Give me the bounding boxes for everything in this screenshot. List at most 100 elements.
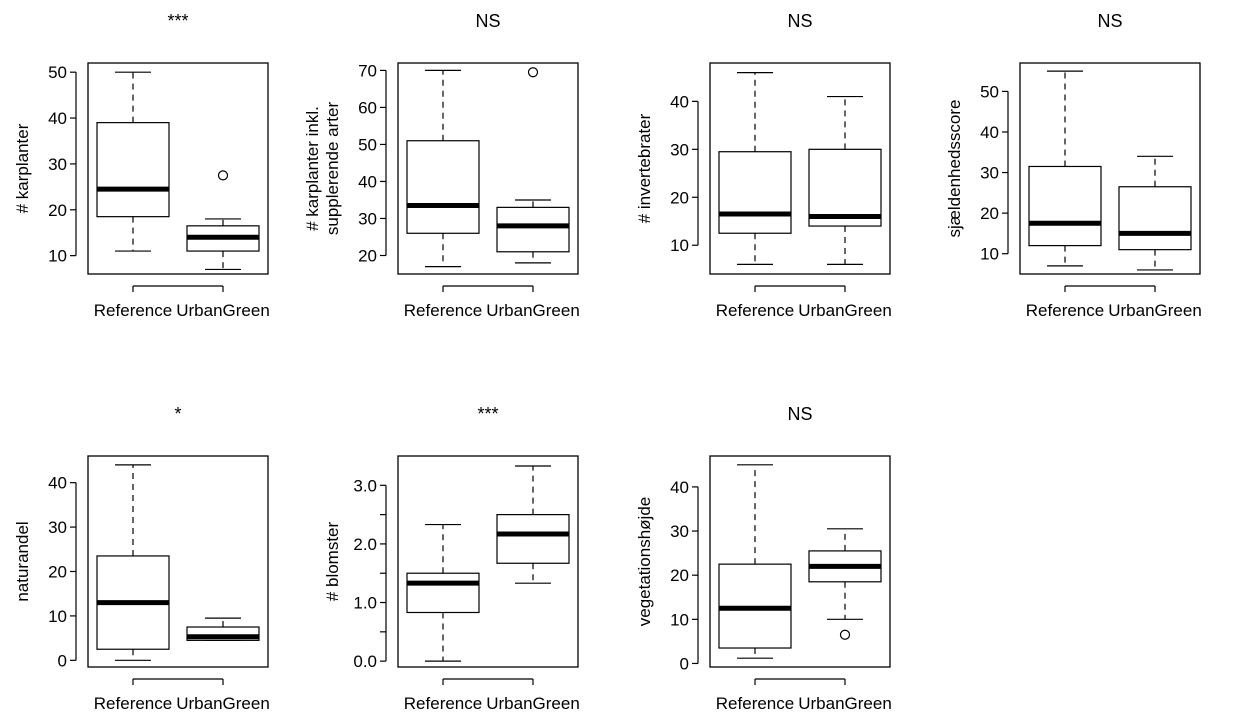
- y-tick-label: 2.0: [353, 535, 377, 554]
- x-category-label: Reference: [94, 694, 172, 713]
- box-reference: [96, 464, 170, 661]
- plot-frame: [87, 62, 269, 275]
- chart-panel-3: NS 10 20 30 40 # invertebrater Reference UrbanG…: [635, 11, 892, 320]
- x-category-label: UrbanGreen: [798, 694, 892, 713]
- x-category-label: Reference: [94, 301, 172, 320]
- y-tick-label: 10: [670, 610, 689, 629]
- iqr-box: [96, 122, 170, 218]
- chart-title: NS: [1097, 11, 1122, 31]
- y-tick-label: 10: [48, 607, 67, 626]
- x-category-label: Reference: [404, 694, 482, 713]
- x-category-label: Reference: [404, 301, 482, 320]
- y-tick-label: 40: [670, 92, 689, 111]
- y-tick-label: 30: [670, 522, 689, 541]
- box-reference: [96, 71, 170, 252]
- chart-panel-7: NS 0 10 20 30 40 vegetationshøjde Reference Urba…: [635, 404, 892, 713]
- x-category-label: UrbanGreen: [176, 694, 270, 713]
- x-category-label: Reference: [1026, 301, 1104, 320]
- y-tick-label: 40: [48, 109, 67, 128]
- y-tick-label: 1.0: [353, 594, 377, 613]
- y-axis-label: # karplanter: [13, 123, 32, 213]
- iqr-box: [1118, 186, 1192, 251]
- y-tick-label: 30: [980, 164, 999, 183]
- y-tick-label: 30: [48, 518, 67, 537]
- plot-frame: [709, 455, 891, 668]
- chart-panel-1: *** 10 20 30 40 50 # karplanter Reference UrbanG…: [13, 11, 270, 320]
- plot-frame: [1019, 62, 1201, 275]
- y-axis-label: supplerende arter: [323, 102, 342, 236]
- chart-panel-6: *** 0.0 1.0 2.0 3.0 # blomster Reference UrbanG…: [323, 404, 580, 713]
- y-axis-label: sjældenhedsscore: [945, 100, 964, 238]
- iqr-box: [718, 151, 792, 234]
- x-category-label: UrbanGreen: [176, 301, 270, 320]
- chart-title: NS: [787, 404, 812, 424]
- x-category-label: UrbanGreen: [1108, 301, 1202, 320]
- y-tick-label: 10: [48, 247, 67, 266]
- box-urbangreen: [186, 617, 260, 641]
- y-axis-label: # karplanter inkl.: [303, 106, 322, 231]
- plot-frame: [709, 62, 891, 275]
- chart-title: ***: [477, 404, 498, 424]
- iqr-box: [496, 514, 570, 564]
- chart-panel-2: NS 20 30 40 50 60 70 # karplanter inkl. supplere…: [303, 11, 580, 320]
- x-category-label: UrbanGreen: [486, 301, 580, 320]
- y-tick-label: 20: [358, 246, 377, 265]
- outlier-point: [527, 67, 539, 78]
- y-tick-label: 40: [48, 474, 67, 493]
- y-tick-label: 30: [670, 140, 689, 159]
- box-reference: [1028, 70, 1102, 267]
- outlier-point: [839, 629, 851, 640]
- y-tick-label: 40: [358, 172, 377, 191]
- y-tick-label: 40: [980, 123, 999, 142]
- box-reference: [718, 464, 792, 659]
- iqr-box: [406, 572, 480, 614]
- y-tick-label: 10: [980, 245, 999, 264]
- y-tick-label: 20: [48, 562, 67, 581]
- y-tick-label: 30: [358, 209, 377, 228]
- y-tick-label: 3.0: [353, 476, 377, 495]
- outlier-point: [217, 170, 229, 181]
- box-urbangreen: [808, 528, 882, 640]
- y-tick-label: 50: [358, 135, 377, 154]
- y-tick-label: 50: [980, 82, 999, 101]
- y-tick-label: 10: [670, 236, 689, 255]
- chart-title: NS: [787, 11, 812, 31]
- box-reference: [406, 523, 480, 662]
- box-urbangreen: [1118, 155, 1192, 271]
- y-tick-label: 40: [670, 478, 689, 497]
- plot-frame: [397, 62, 579, 275]
- chart-panel-5: * 0 10 20 30 40 naturandel Reference UrbanGreen: [13, 404, 270, 713]
- chart-title: ***: [167, 11, 188, 31]
- y-tick-label: 30: [48, 155, 67, 174]
- y-tick-label: 20: [670, 566, 689, 585]
- x-category-label: UrbanGreen: [798, 301, 892, 320]
- plot-frame: [87, 455, 269, 668]
- plot-frame: [397, 455, 579, 668]
- y-tick-label: 20: [670, 188, 689, 207]
- y-tick-label: 20: [980, 204, 999, 223]
- y-tick-label: 0: [680, 654, 689, 673]
- y-tick-label: 0.0: [353, 652, 377, 671]
- x-category-label: Reference: [716, 694, 794, 713]
- chart-panel-4: NS 10 20 30 40 50 sjældenhedsscore Reference Urb…: [945, 11, 1202, 320]
- iqr-box: [808, 148, 882, 227]
- box-urbangreen: [186, 170, 260, 271]
- y-axis-label: # blomster: [323, 521, 342, 601]
- chart-title: *: [174, 404, 181, 424]
- y-axis-label: naturandel: [13, 521, 32, 601]
- x-category-label: UrbanGreen: [486, 694, 580, 713]
- y-axis-label: vegetationshøjde: [635, 497, 654, 626]
- iqr-box: [1028, 165, 1102, 247]
- box-urbangreen: [496, 465, 570, 584]
- y-axis-label: # invertebrater: [635, 113, 654, 223]
- iqr-box: [406, 140, 480, 234]
- y-tick-label: 70: [358, 61, 377, 80]
- y-tick-label: 60: [358, 98, 377, 117]
- y-tick-label: 0: [58, 651, 67, 670]
- box-urbangreen: [808, 95, 882, 266]
- box-urbangreen: [496, 67, 570, 264]
- chart-title: NS: [475, 11, 500, 31]
- x-category-label: Reference: [716, 301, 794, 320]
- box-reference: [406, 69, 480, 268]
